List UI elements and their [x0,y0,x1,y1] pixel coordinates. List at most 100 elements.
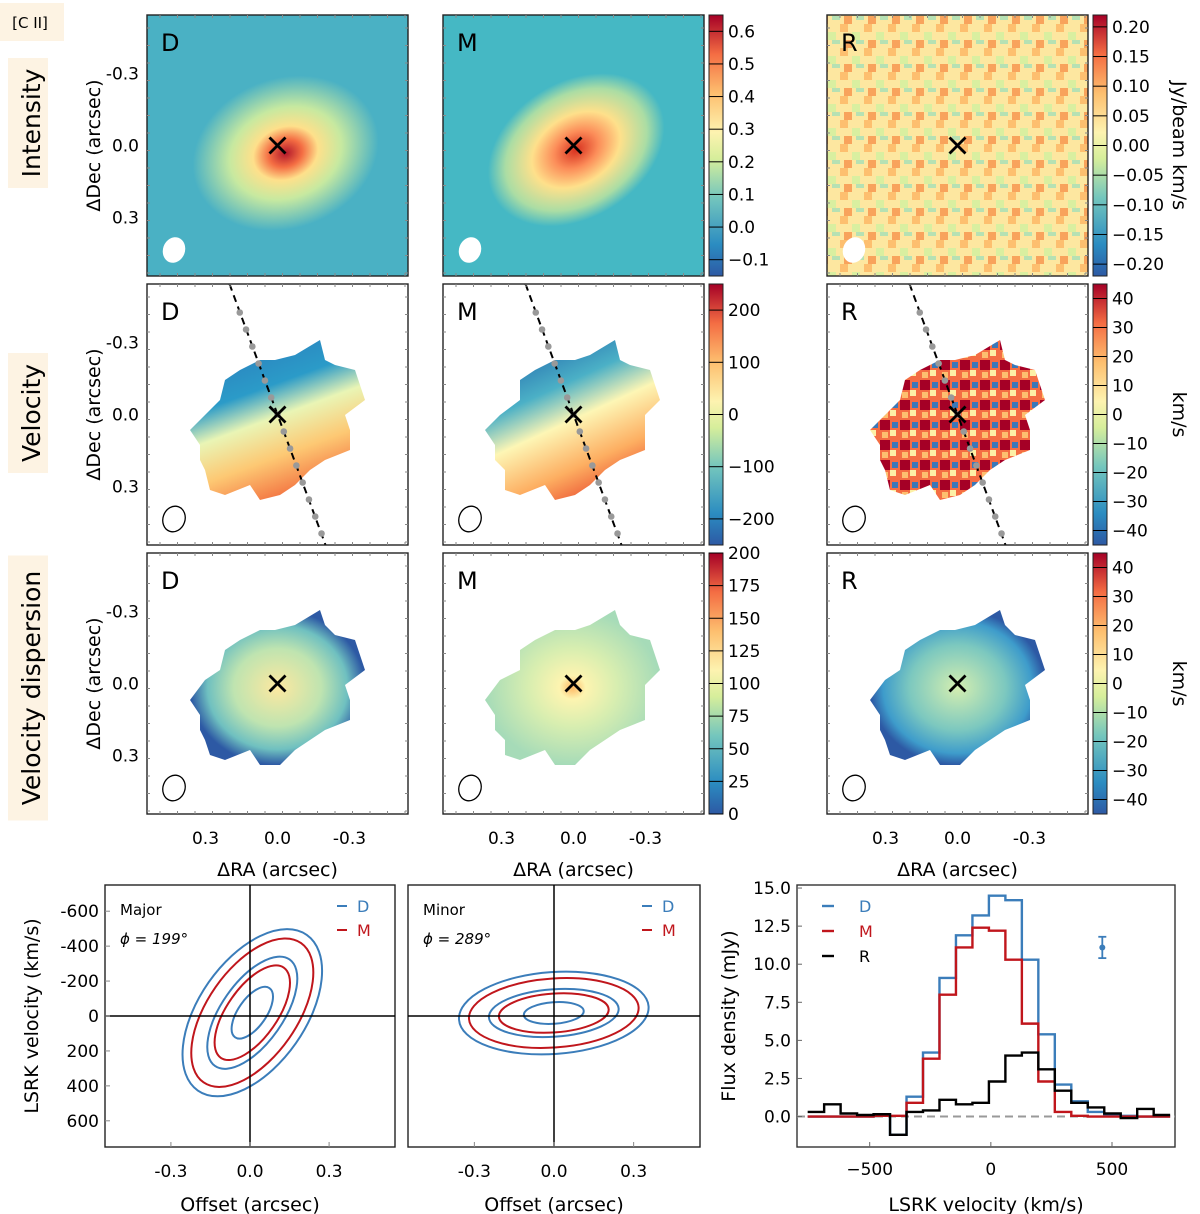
colorbar-tick-label: 0.4 [728,88,755,108]
colorbar-tick-label: −0.20 [1112,255,1164,275]
emission-region [190,610,365,765]
legend-label: D [357,897,369,916]
colorbar-tick-label: 200 [728,544,760,564]
panel-letter: D [161,29,179,57]
x-tick-label: 0.0 [540,1162,567,1182]
axis-sample-dot [960,428,968,435]
pv-diagram-minor: -0.3 0.0 0.3 Offset (arcsec) Minor ϕ = 289° DM [407,884,701,1214]
panel-letter: R [841,298,858,326]
colorbar-tick-label: 0.5 [728,55,755,75]
map-frame [826,14,1089,277]
map-frame [146,283,409,546]
legend-label: M [859,922,873,941]
x-tick-label: −500 [846,1160,893,1180]
y-tick-label: -0.3 [106,603,139,623]
legend-label: R [859,947,870,966]
colorbar-tick-label: 30 [1112,588,1134,608]
axis-sample-dot [299,479,306,486]
axis-sample-dot [607,513,615,520]
center-cross-icon [268,136,287,155]
axis-sample-dot [922,326,930,333]
y-tick-label: 0.0 [764,1108,791,1128]
axis-sample-dot [538,326,546,333]
emission-region [485,610,660,765]
beam-ellipse [162,774,186,802]
colorbar-label: km/s [1168,392,1190,438]
colorbar-tick-label: 0.05 [1112,107,1150,127]
axis-sample-dot [261,377,269,384]
colorbar-tick-label: 100 [728,675,760,695]
colorbar-tick-label: 10 [1112,377,1134,397]
y-tick-label: 12.5 [753,917,791,937]
x-tick-label: 0.0 [560,829,587,849]
emission-region [870,340,1045,500]
colorbar-tick-label: 0.1 [728,185,755,205]
x-tick-label: -0.3 [154,1162,187,1182]
axis-sample-dot [576,428,584,435]
colorbar-tick-label: 0 [1112,675,1123,695]
pv-angle-label: ϕ = 199° [120,930,188,948]
axis-sample-dot [935,360,942,367]
spectrum-frame [796,884,1176,1148]
colorbar-tick-label: 40 [1112,559,1134,579]
center-cross-icon [564,136,583,155]
x-axis-label: ΔRA (arcsec) [513,859,634,881]
contour-line [181,928,324,1098]
axis-sample-dot [589,462,596,469]
line-tag-bg [0,3,64,41]
colorbar-tick-label: 10 [1112,646,1134,666]
beam-ellipse [162,505,186,533]
center-cross-icon [948,405,967,424]
colorbar-tick-label: −10 [1112,704,1148,724]
row-label-0: Intensity [17,68,46,177]
x-axis-label: Offset (arcsec) [484,1194,623,1214]
colorbar-tick-label: 0.6 [728,22,755,42]
axis-sample-dot [582,445,590,452]
axis-sample-dot [614,530,621,537]
map-panel-intensity-M: M [442,14,705,277]
axis-sample-dot [551,360,558,367]
x-axis-label: Offset (arcsec) [180,1194,319,1214]
colorbar-tick-label: 200 [728,301,760,321]
axis-sample-dot [293,462,300,469]
map-panel-velocity-dispersion-M: M 0.3 0.0 -0.3 ΔRA (arcsec) [442,552,705,881]
y-tick-label: 10.0 [753,955,791,975]
y-tick-label: 600 [67,1112,99,1132]
colorbar-tick-label: 75 [728,707,750,727]
colorbar-tick-label: 25 [728,772,750,792]
spectrum-chart: −500 0 500 15.0 12.5 10.0 7.5 5.0 2.5 0.0 LSRK vel… [718,879,1176,1214]
axis-sample-dot [916,309,924,316]
colorbar-tick-label: −20 [1112,733,1148,753]
axis-sample-dot [557,377,565,384]
legend-label: D [662,897,674,916]
y-axis-label: ΔDec (arcsec) [83,348,105,480]
row-label-1: Velocity [17,364,46,462]
map-frame [442,14,705,277]
contour-line [457,970,650,1056]
row-label-bg [8,58,48,188]
x-tick-label: -0.3 [458,1162,491,1182]
y-axis-label: ΔDec (arcsec) [83,79,105,211]
x-tick-label: 0.3 [192,829,219,849]
emission-region [190,340,365,500]
legend-label: M [357,921,371,940]
map-frame [146,14,409,277]
colorbar-tick-label: 175 [728,577,760,597]
y-tick-label: -0.3 [106,334,139,354]
colorbar-tick-label: 0.15 [1112,48,1150,68]
row-label-2: Velocity dispersion [17,571,46,806]
colorbar-tick-label: 20 [1112,348,1134,368]
legend-label: M [662,921,676,940]
map-panel-velocity-R: R [826,283,1089,546]
beam-ellipse [458,774,482,802]
y-tick-label: -600 [60,902,99,922]
y-tick-label: 0.0 [112,675,139,695]
colorbar-label: Jy/beam km/s [1168,80,1190,210]
axis-sample-dot [255,360,262,367]
y-axis-label: LSRK velocity (km/s) [21,918,43,1113]
colorbar-tick-label: 150 [728,609,760,629]
axis-sample-dot [545,343,552,350]
axis-sample-dot [985,496,993,503]
contour-line [206,955,299,1070]
